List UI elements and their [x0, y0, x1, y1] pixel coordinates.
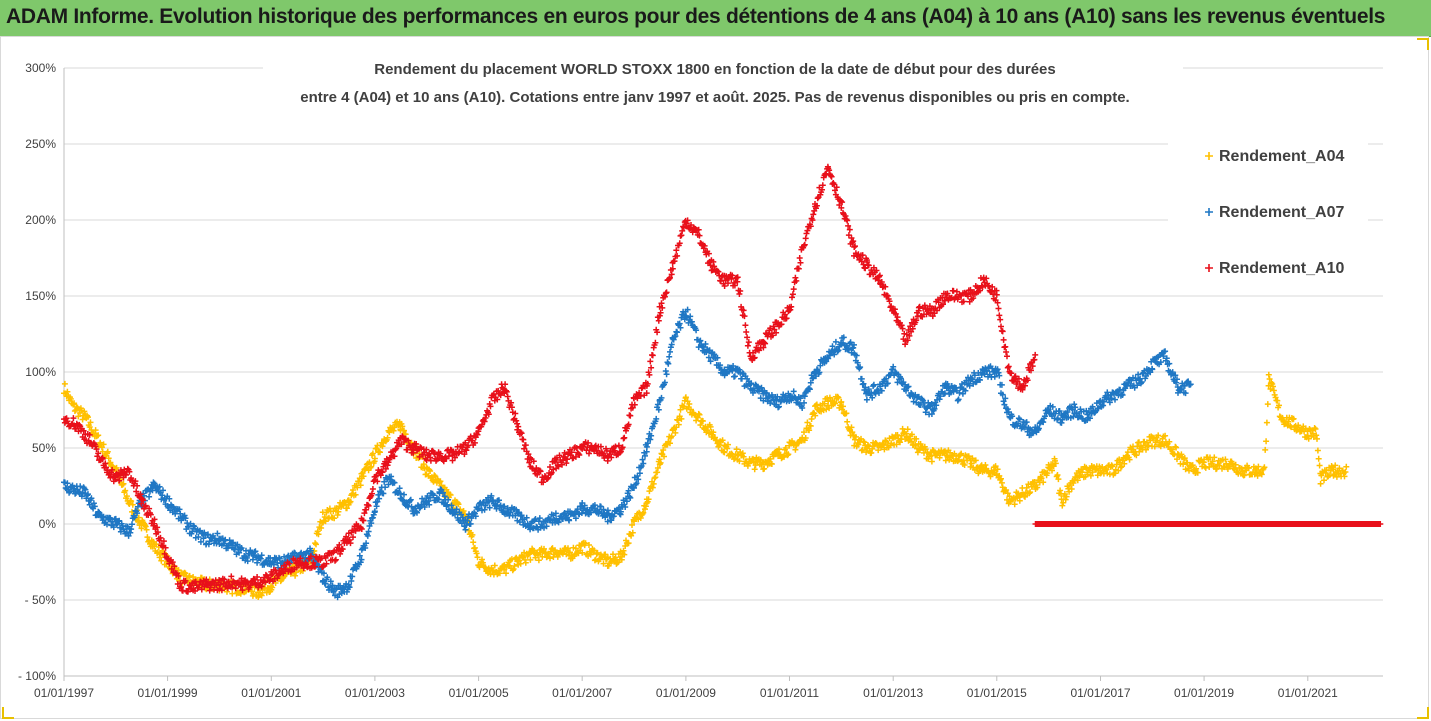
- x-tick-label: 01/01/2017: [1070, 686, 1130, 700]
- series-markers: [1032, 521, 1384, 527]
- series-markers: [61, 371, 1350, 600]
- series-rendement-a07: [61, 306, 1194, 601]
- x-tick-label: 01/01/2013: [863, 686, 923, 700]
- x-tick-label: 01/01/1999: [138, 686, 198, 700]
- series-markers: [61, 163, 1039, 595]
- series-markers: [61, 306, 1194, 601]
- legend-marker: [1205, 264, 1213, 272]
- x-tick-label: 01/01/2007: [552, 686, 612, 700]
- legend-marker: [1205, 208, 1213, 216]
- title-background: [263, 54, 1183, 112]
- chart-title-line-1: Rendement du placement WORLD STOXX 1800 …: [374, 61, 1056, 78]
- legend-label: Rendement_A07: [1219, 204, 1344, 221]
- x-tick-label: 01/01/1997: [34, 686, 94, 700]
- y-tick-label: 100%: [25, 365, 56, 379]
- y-tick-label: 150%: [25, 289, 56, 303]
- legend-marker: [1205, 152, 1213, 160]
- x-tick-label: 01/01/2011: [760, 686, 819, 700]
- y-tick-label: 300%: [25, 61, 56, 75]
- legend-item: Rendement_A04: [1205, 148, 1344, 165]
- x-tick-label: 01/01/2005: [449, 686, 509, 700]
- y-axis-ticks: 300% 250% 200% 150% 100% 50% 0% - 50% - 100%: [18, 61, 56, 683]
- frame-corner-bottom-right: [1417, 707, 1429, 719]
- y-tick-label: 50%: [32, 441, 56, 455]
- data-series: [61, 163, 1384, 601]
- y-tick-label: - 100%: [18, 669, 56, 683]
- x-tick-label: 01/01/2015: [967, 686, 1027, 700]
- chart-title-line-2: entre 4 (A04) et 10 ans (A10). Cotations…: [300, 89, 1129, 106]
- frame-corner-top-right: [1417, 38, 1429, 50]
- legend-item: Rendement_A10: [1205, 260, 1344, 277]
- x-tick-label: 01/01/2003: [345, 686, 405, 700]
- report-banner: ADAM Informe. Evolution historique des p…: [0, 0, 1431, 37]
- chart-legend: Rendement_A04 Rendement_A07 Rendement_A10: [1168, 135, 1368, 295]
- chart-area: [0, 36, 1429, 719]
- x-axis-ticks: 01/01/1997 01/01/1999 01/01/2001 01/01/2003…: [34, 676, 1338, 700]
- series-rendement-a10: [61, 163, 1039, 595]
- series-rendement-a04: [61, 371, 1350, 600]
- legend-item: Rendement_A07: [1205, 204, 1344, 221]
- x-tick-label: 01/01/2001: [241, 686, 301, 700]
- y-tick-label: 250%: [25, 137, 56, 151]
- y-tick-label: - 50%: [25, 593, 57, 607]
- report-title: ADAM Informe. Evolution historique des p…: [6, 5, 1386, 28]
- x-tick-label: 01/01/2021: [1278, 686, 1338, 700]
- x-tick-label: 01/01/2009: [656, 686, 716, 700]
- y-tick-label: 0%: [39, 517, 57, 531]
- legend-background: [1168, 135, 1368, 295]
- legend-label: Rendement_A10: [1219, 260, 1344, 277]
- x-tick-label: 01/01/2019: [1174, 686, 1234, 700]
- y-tick-label: 200%: [25, 213, 56, 227]
- legend-label: Rendement_A04: [1219, 148, 1344, 165]
- series-extension: [1032, 521, 1384, 527]
- frame-corner-bottom-left: [2, 707, 14, 719]
